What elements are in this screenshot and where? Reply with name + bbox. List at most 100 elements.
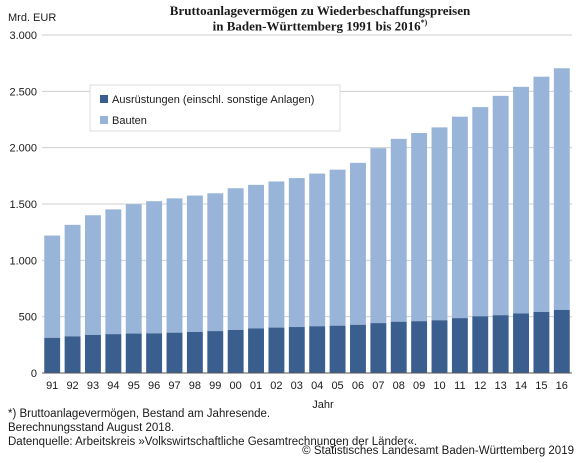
y-axis-unit-label: Mrd. EUR [8, 12, 57, 24]
bar-bauten [411, 133, 428, 322]
y-tick-label: 2.500 [9, 86, 37, 98]
x-tick-label: 13 [495, 380, 507, 392]
x-tick-label: 95 [128, 380, 140, 392]
bar-ausruestungen [207, 331, 224, 373]
x-tick-label: 12 [474, 380, 486, 392]
bar-ausruestungen [492, 315, 509, 373]
bar-ausruestungen [85, 334, 101, 373]
x-tick-label: 91 [46, 380, 58, 392]
bar-bauten [553, 68, 570, 310]
chart-title-footnote-mark: *) [420, 18, 428, 27]
y-tick-label: 3.000 [9, 30, 37, 42]
bar-ausruestungen [309, 326, 326, 373]
x-tick-label: 92 [66, 380, 78, 392]
bar-ausruestungen [431, 320, 448, 373]
bar-ausruestungen [513, 313, 529, 373]
bar-bauten [350, 162, 366, 325]
bar-ausruestungen [186, 331, 203, 373]
bar-bauten [472, 107, 489, 317]
x-tick-label: 16 [556, 380, 568, 392]
y-tick-label: 1.000 [9, 255, 37, 267]
bar-bauten [207, 193, 224, 332]
x-tick-label: 98 [189, 380, 201, 392]
bar-ausruestungen [451, 318, 468, 373]
bar-ausruestungen [166, 332, 183, 373]
bar-ausruestungen [553, 309, 570, 373]
x-tick-label: 14 [515, 380, 527, 392]
bar-bauten [248, 184, 264, 329]
x-tick-label: 04 [311, 380, 323, 392]
bar-bauten [513, 86, 529, 314]
x-tick-label: 93 [87, 380, 99, 392]
legend: Ausrüstungen (einschl. sonstige Anlagen)… [89, 84, 341, 132]
x-tick-label: 99 [209, 380, 221, 392]
x-tick-label: 96 [148, 380, 160, 392]
bar-bauten [125, 204, 142, 334]
x-tick-label: 07 [372, 380, 384, 392]
bar-bauten [492, 95, 509, 316]
bar-ausruestungen [329, 325, 346, 373]
x-tick-label: 05 [331, 380, 343, 392]
bar-bauten [431, 127, 448, 321]
bar-bauten [64, 224, 81, 337]
chart-title-line2: in Baden-Württemberg 1991 bis 2016*) [60, 18, 580, 34]
bar-ausruestungen [44, 337, 61, 373]
x-tick-label: 15 [535, 380, 547, 392]
x-tick-label: 03 [291, 380, 303, 392]
x-tick-label: 00 [230, 380, 242, 392]
bar-ausruestungen [370, 323, 387, 373]
bar-bauten [390, 138, 407, 322]
x-tick-label: 94 [107, 380, 119, 392]
bar-bauten [370, 148, 387, 324]
x-axis-label: Jahr [312, 399, 334, 411]
bar-bauten [105, 209, 122, 335]
bar-ausruestungen [146, 333, 163, 373]
bar-ausruestungen [390, 321, 407, 373]
y-tick-label: 500 [19, 312, 37, 324]
x-tick-label: 01 [250, 380, 262, 392]
legend-label: Bauten [112, 115, 147, 127]
bar-bauten [451, 116, 468, 319]
bar-ausruestungen [64, 336, 81, 373]
copyright-notice: © Statistisches Landesamt Baden-Württemb… [302, 445, 574, 457]
bar-ausruestungen [472, 316, 489, 373]
bar-bauten [44, 235, 61, 338]
footnote-data-source: Datenquelle: Arbeitskreis »Volkswirtscha… [8, 436, 418, 448]
legend-label: Ausrüstungen (einschl. sonstige Anlagen) [112, 94, 314, 106]
bar-ausruestungen [411, 321, 428, 373]
chart-title-line1: Bruttoanlagevermögen zu Wiederbeschaffun… [169, 3, 471, 18]
x-tick-label: 06 [352, 380, 364, 392]
bar-bauten [533, 76, 550, 312]
legend-swatch [100, 116, 108, 124]
bar-bauten [309, 173, 326, 327]
bar-ausruestungen [227, 329, 244, 373]
x-tick-label: 10 [433, 380, 445, 392]
x-tick-label: 02 [270, 380, 282, 392]
bar-bauten [166, 198, 183, 333]
bar-ausruestungen [533, 311, 550, 373]
bar-bauten [329, 169, 346, 326]
bar-bauten [268, 181, 285, 328]
bar-bauten [288, 178, 305, 328]
bar-ausruestungen [248, 328, 264, 373]
bar-ausruestungen [125, 333, 142, 373]
chart-title-line2-text: in Baden-Württemberg 1991 bis 2016 [212, 18, 421, 34]
bar-bauten [85, 215, 101, 335]
bar-ausruestungen [350, 324, 366, 373]
bar-bauten [186, 195, 203, 332]
footnote-calculation-status: Berechnungsstand August 2018. [8, 422, 175, 434]
bar-bauten [146, 201, 163, 334]
bar-ausruestungen [288, 327, 305, 373]
x-tick-label: 09 [413, 380, 425, 392]
bar-bauten [227, 188, 244, 330]
y-tick-label: 0 [31, 368, 37, 380]
legend-swatch [100, 95, 108, 103]
bar-ausruestungen [268, 327, 285, 373]
bar-ausruestungen [105, 334, 122, 373]
x-tick-label: 97 [168, 380, 180, 392]
y-tick-label: 2.000 [9, 143, 37, 155]
y-tick-label: 1.500 [9, 199, 37, 211]
x-tick-label: 08 [393, 380, 405, 392]
